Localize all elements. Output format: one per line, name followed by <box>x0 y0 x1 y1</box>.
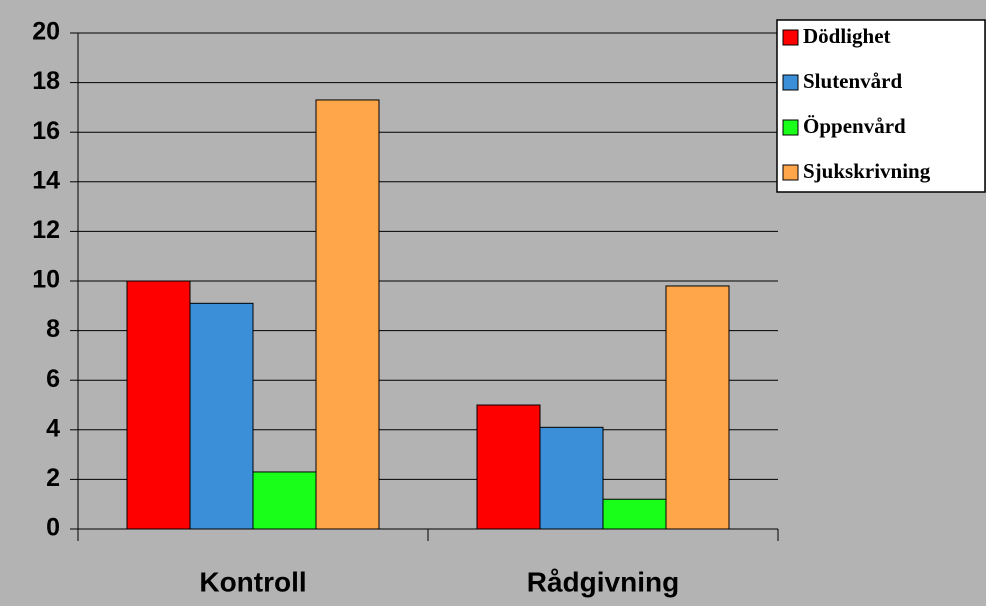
legend-label: Slutenvård <box>803 69 903 93</box>
y-tick-label: 2 <box>46 464 60 492</box>
legend-label: Öppenvård <box>803 114 906 138</box>
y-tick-label: 14 <box>32 166 60 194</box>
legend-swatch <box>782 74 799 91</box>
bar <box>126 280 191 530</box>
y-tick-label: 8 <box>46 315 60 343</box>
y-tick-label: 12 <box>32 216 60 244</box>
legend-box <box>776 19 986 193</box>
legend-swatch <box>782 119 799 136</box>
bar <box>539 426 604 530</box>
y-tick-label: 10 <box>32 266 60 294</box>
bar <box>476 404 541 530</box>
legend-swatch <box>782 29 799 46</box>
x-tick-label: Rådgivning <box>527 566 679 597</box>
legend-label: Sjukskrivning <box>803 159 931 183</box>
y-tick-label: 18 <box>32 67 60 95</box>
y-tick-label: 4 <box>46 414 60 442</box>
legend-swatch <box>782 164 799 181</box>
bar <box>602 498 667 530</box>
x-tick-label: Kontroll <box>199 566 306 597</box>
legend-label: Dödlighet <box>803 24 891 48</box>
bar <box>189 302 254 530</box>
bar <box>665 285 730 530</box>
y-tick-label: 20 <box>32 18 60 46</box>
y-tick-label: 6 <box>46 365 60 393</box>
y-tick-label: 0 <box>46 514 60 542</box>
y-tick-label: 16 <box>32 117 60 145</box>
bar <box>252 471 317 530</box>
bar <box>315 99 380 530</box>
